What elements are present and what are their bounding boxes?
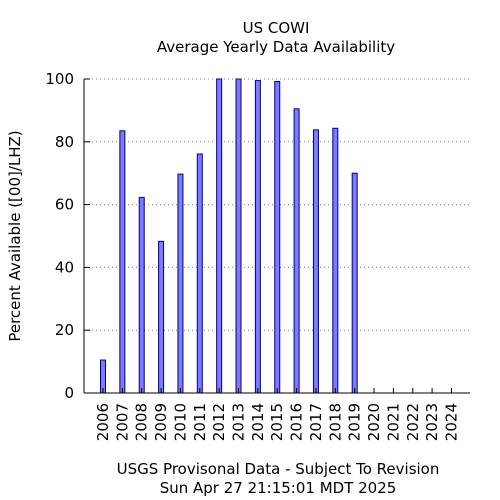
y-axis-label: Percent Available ([00]/LHZ) [6,130,24,341]
x-tick-label-2024: 2024 [442,403,460,441]
x-tick-label-2015: 2015 [268,403,286,441]
x-tick-label-2007: 2007 [113,403,131,441]
axes [83,78,470,394]
x-tick-label-2017: 2017 [307,403,325,441]
x-tick-label-2019: 2019 [346,403,364,441]
bar-2013 [235,78,242,394]
chart-subtitle: Average Yearly Data Availability [157,38,395,56]
bar-2011 [196,153,203,394]
bar-2008 [138,196,145,394]
x-tick-label-2023: 2023 [423,403,441,441]
x-tick-label-2020: 2020 [365,403,383,441]
x-tick-label-2014: 2014 [249,403,267,441]
timestamp-label: Sun Apr 27 21:15:01 MDT 2025 [160,479,397,497]
y-tick-label: 100 [45,70,74,88]
bar-2012 [216,78,223,394]
y-tick-label: 60 [55,196,74,214]
bar-2015 [274,81,281,394]
x-tick-label-2008: 2008 [133,403,151,441]
y-tick-label: 0 [64,384,74,402]
bar-2017 [312,129,319,394]
x-tick-label-2016: 2016 [288,403,306,441]
bar-2016 [293,108,300,394]
x-tick-label-2010: 2010 [171,403,189,441]
x-tick-label-2022: 2022 [404,403,422,441]
bar-2009 [158,240,165,394]
x-tick-label-2021: 2021 [384,403,402,441]
y-tick-label: 80 [55,133,74,151]
bar-2018 [332,127,339,394]
bar-2014 [254,80,261,394]
x-tick-label-2006: 2006 [94,403,112,441]
bars [100,78,358,394]
y-tick-labels: 0 20 40 60 80 100 [45,70,74,402]
x-tick-label-2011: 2011 [191,403,209,441]
y-tick-label: 20 [55,321,74,339]
chart-title: US COWI [243,19,310,37]
x-tick-label-2012: 2012 [210,403,228,441]
x-tick-labels: 2006 2007 2008 2009 2010 2011 2012 2013 2014 2015… [94,403,460,441]
y-tick-label: 40 [55,258,74,276]
x-tick-label-2018: 2018 [326,403,344,441]
x-tick-label-2013: 2013 [230,403,248,441]
x-tick-label-2009: 2009 [152,403,170,441]
bar-2010 [177,173,184,394]
x-axis-label: USGS Provisonal Data - Subject To Revisi… [117,460,440,478]
bar-2007 [119,130,126,394]
bar-2019 [351,172,358,394]
